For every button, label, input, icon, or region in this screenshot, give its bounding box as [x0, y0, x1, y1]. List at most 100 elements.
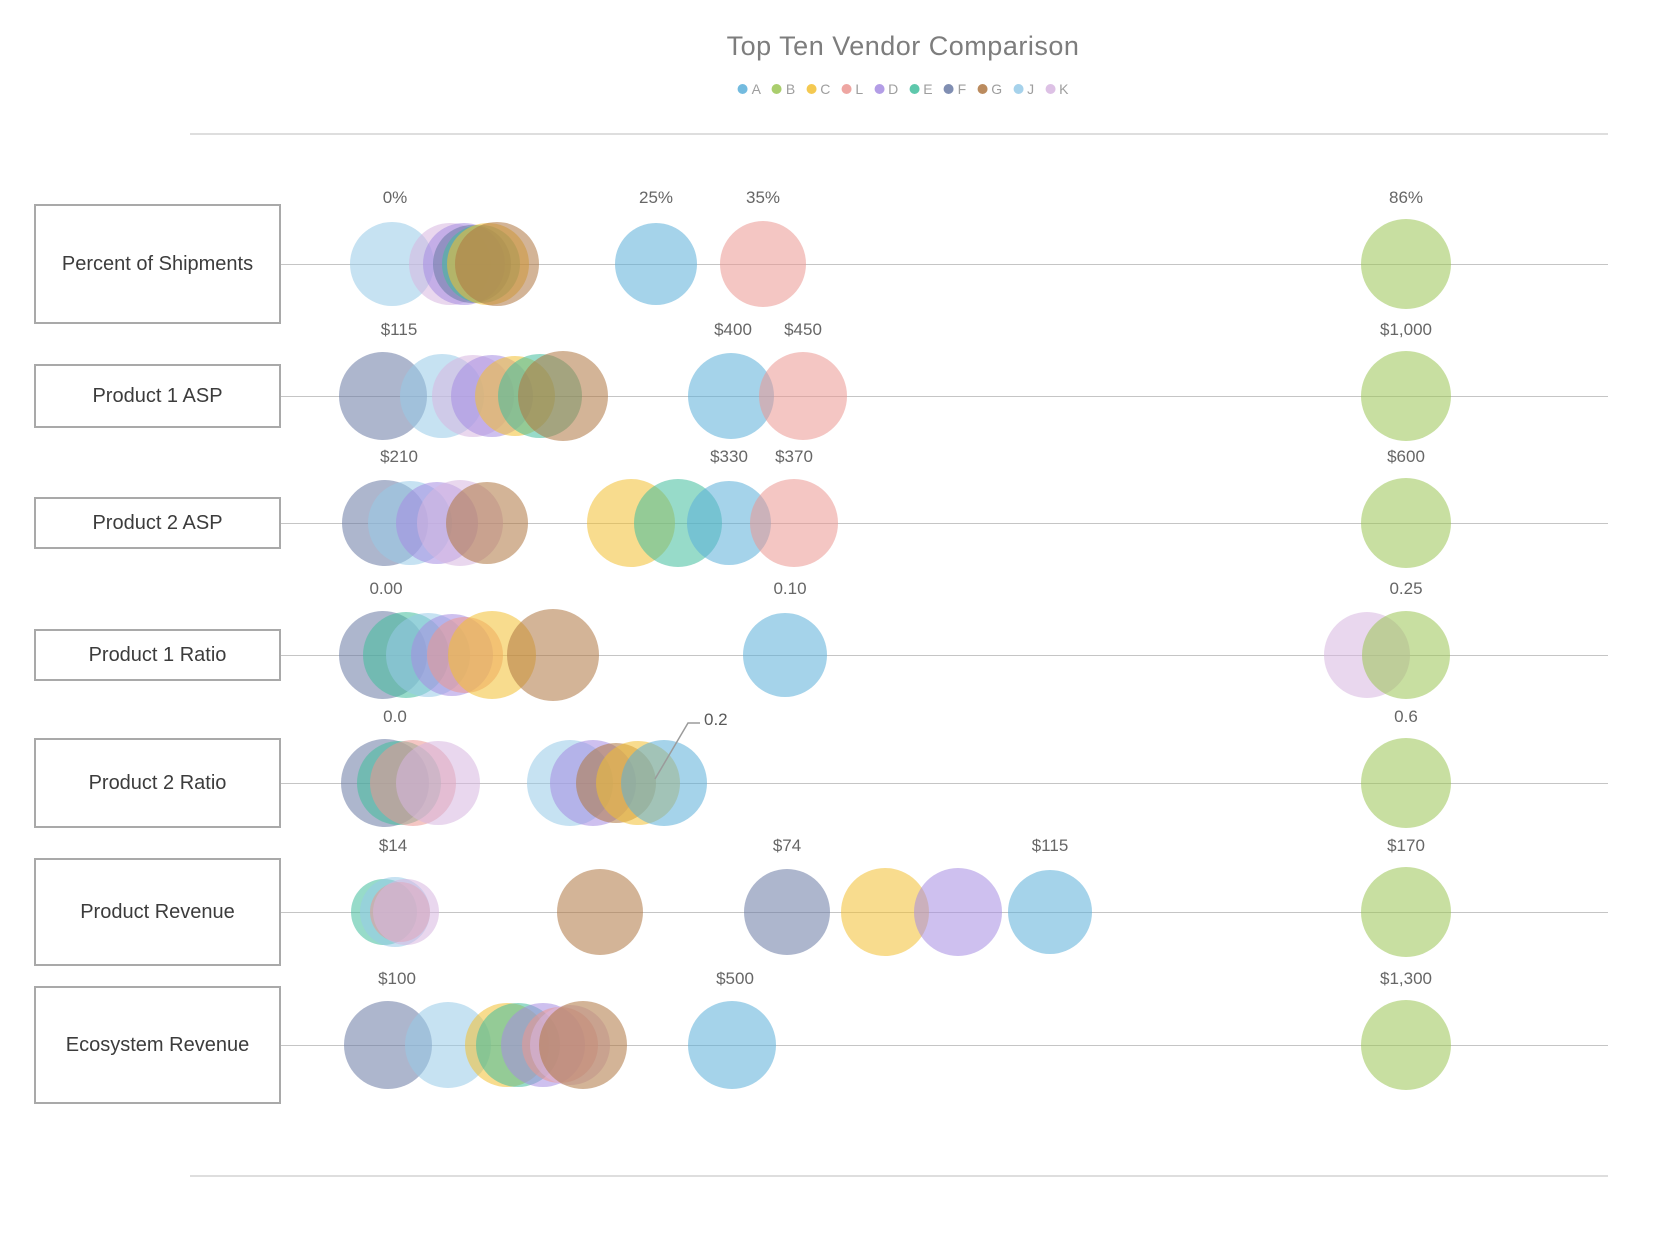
legend-dot-L [841, 84, 852, 94]
value-label: $115 [380, 320, 418, 339]
legend-label-G: G [991, 81, 1003, 97]
metric-label-product-2-asp: Product 2 ASP [92, 511, 223, 534]
annotation-label: 0.2 [704, 710, 728, 729]
bubble-B-ecosystem-revenue[interactable] [1361, 1000, 1451, 1090]
bubble-G-product-1-asp[interactable] [518, 351, 608, 441]
bubble-A-ecosystem-revenue[interactable] [688, 1001, 776, 1089]
value-label: 35% [745, 188, 781, 207]
row-line-product-2-asp [281, 523, 1608, 524]
bubble-B-product-2-asp[interactable] [1361, 478, 1451, 568]
bubble-A-product-1-ratio[interactable] [743, 613, 827, 697]
value-label: 0% [382, 188, 408, 207]
row-line-product-1-ratio [281, 655, 1608, 656]
bubble-B-product-revenue[interactable] [1361, 867, 1451, 957]
legend-item-C[interactable]: C [806, 81, 830, 97]
bubble-L-product-1-asp[interactable] [759, 352, 847, 440]
bubble-A-product-revenue[interactable] [1008, 870, 1092, 954]
value-label: 86% [1388, 188, 1424, 207]
legend-item-K[interactable]: K [1045, 81, 1068, 97]
value-label: $600 [1387, 447, 1425, 466]
legend-dot-A [737, 84, 748, 94]
value-label: $1,300 [1380, 969, 1432, 988]
metric-label-ecosystem-revenue: Ecosystem Revenue [65, 1033, 250, 1056]
metric-label-percent-of-shipments: Percent of Shipments [61, 252, 254, 275]
metric-label-product-1-ratio: Product 1 Ratio [88, 643, 227, 666]
legend-dot-G [977, 84, 988, 94]
legend-dot-K [1045, 84, 1056, 94]
legend-item-D[interactable]: D [874, 81, 898, 97]
legend-item-F[interactable]: F [943, 81, 967, 97]
legend-label-C: C [820, 81, 831, 97]
legend-label-E: E [923, 81, 933, 97]
value-label: $1,000 [1380, 320, 1432, 339]
metric-box-ecosystem-revenue: Ecosystem Revenue [34, 986, 281, 1104]
value-label: $210 [380, 447, 418, 466]
legend-label-D: D [888, 81, 899, 97]
metric-box-product-1-ratio: Product 1 Ratio [34, 629, 281, 681]
bubble-D-product-revenue[interactable] [914, 868, 1002, 956]
value-label: $500 [716, 969, 754, 988]
value-label: 0.0 [383, 707, 407, 726]
metric-label-product-2-ratio: Product 2 Ratio [88, 771, 227, 794]
bubble-L-percent-of-shipments[interactable] [720, 221, 806, 307]
value-label: 0.25 [1389, 579, 1423, 598]
bubble-G-ecosystem-revenue[interactable] [539, 1001, 627, 1089]
bottom-divider [190, 1175, 1608, 1177]
bubble-B-product-1-asp[interactable] [1361, 351, 1451, 441]
legend-label-J: J [1027, 81, 1035, 97]
bubble-G-product-1-ratio[interactable] [507, 609, 599, 701]
metric-box-percent-of-shipments: Percent of Shipments [34, 204, 281, 324]
value-label: $400 [714, 320, 752, 339]
bubble-K-product-2-ratio[interactable] [396, 741, 480, 825]
bubble-B-percent-of-shipments[interactable] [1361, 219, 1451, 309]
value-label: 0.10 [773, 579, 807, 598]
value-label: 0.6 [1394, 707, 1418, 726]
bubble-G-percent-of-shipments[interactable] [455, 222, 539, 306]
bubble-K-product-revenue[interactable] [373, 879, 439, 945]
metric-box-product-2-ratio: Product 2 Ratio [34, 738, 281, 828]
row-line-product-1-asp [281, 396, 1608, 397]
metric-box-product-1-asp: Product 1 ASP [34, 364, 281, 428]
value-label: 25% [638, 188, 674, 207]
legend-label-K: K [1059, 81, 1069, 97]
metric-box-product-2-asp: Product 2 ASP [34, 497, 281, 549]
top-divider [190, 133, 1608, 135]
value-label: $74 [772, 836, 802, 855]
value-label: $330 [710, 447, 748, 466]
value-label: $170 [1387, 836, 1425, 855]
bubble-F-product-revenue[interactable] [744, 869, 830, 955]
legend-label-L: L [855, 81, 864, 97]
bubble-G-product-revenue[interactable] [557, 869, 643, 955]
metric-label-product-revenue: Product Revenue [80, 900, 235, 923]
bubble-G-product-2-asp[interactable] [446, 482, 528, 564]
legend-item-L[interactable]: L [841, 81, 863, 97]
row-line-ecosystem-revenue [281, 1045, 1608, 1046]
bubble-A-product-2-ratio[interactable] [621, 740, 707, 826]
value-label: $115 [1031, 836, 1069, 855]
bubble-A-percent-of-shipments[interactable] [615, 223, 697, 305]
bubble-B-product-1-ratio[interactable] [1362, 611, 1450, 699]
value-label: 0.00 [369, 579, 403, 598]
bubble-B-product-2-ratio[interactable] [1361, 738, 1451, 828]
metric-label-product-1-asp: Product 1 ASP [92, 384, 223, 407]
chart-title: Top Ten Vendor Comparison [726, 31, 1080, 61]
legend-dot-B [771, 84, 782, 94]
legend-label-A: A [751, 81, 761, 97]
legend-item-B[interactable]: B [771, 81, 796, 97]
legend-dot-F [943, 84, 954, 94]
row-line-product-2-ratio [281, 783, 1608, 784]
legend-dot-J [1013, 84, 1024, 94]
legend-item-J[interactable]: J [1013, 81, 1034, 97]
legend-label-F: F [957, 81, 967, 97]
value-label: $370 [775, 447, 813, 466]
legend-item-E[interactable]: E [909, 81, 933, 97]
row-line-percent-of-shipments [281, 264, 1608, 265]
legend-item-A[interactable]: A [737, 81, 761, 97]
value-label: $14 [378, 836, 408, 855]
legend-label-B: B [785, 81, 796, 97]
legend-item-G[interactable]: G [977, 81, 1002, 97]
value-label: $450 [784, 320, 822, 339]
bubble-L-product-2-asp[interactable] [750, 479, 838, 567]
legend-dot-D [874, 84, 885, 94]
